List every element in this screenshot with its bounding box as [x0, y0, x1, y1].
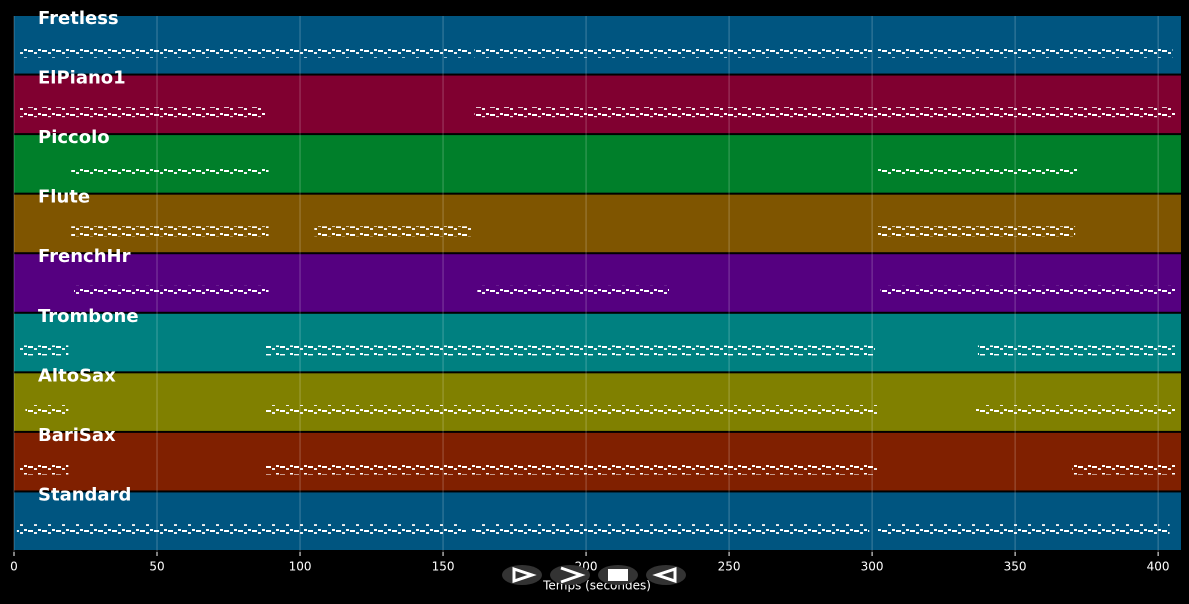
note-span: [265, 404, 878, 415]
lane: [14, 194, 1181, 253]
note-span: [71, 166, 269, 177]
note-span: [474, 47, 873, 58]
lane-label: Flute: [38, 187, 90, 208]
lane-label: Standard: [38, 484, 131, 505]
lane: [14, 254, 1181, 312]
x-tick-label: 150: [432, 560, 455, 574]
x-tick-label: 400: [1147, 560, 1170, 574]
note-span: [977, 345, 1176, 356]
note-span: [877, 524, 1170, 535]
forward-button[interactable]: [550, 565, 590, 585]
lane: [14, 135, 1181, 193]
lane: [14, 75, 1181, 134]
lane: [14, 432, 1181, 491]
note-span: [477, 285, 670, 296]
note-span: [877, 166, 1079, 177]
note-span: [314, 226, 472, 237]
note-span: [1072, 464, 1176, 475]
lane-label: Fretless: [38, 8, 119, 29]
note-span: [474, 107, 1176, 118]
rewind-button[interactable]: [646, 565, 686, 585]
lane-label: Piccolo: [38, 127, 110, 148]
stop-button[interactable]: [598, 565, 638, 585]
lane: [14, 16, 1181, 74]
play-button[interactable]: [502, 565, 542, 585]
x-tick-label: 300: [861, 560, 884, 574]
note-span: [19, 107, 266, 118]
x-tick-label: 0: [10, 560, 18, 574]
note-span: [975, 404, 1176, 415]
note-span: [19, 345, 69, 356]
lane-label: AltoSax: [38, 365, 116, 386]
lane-label: Trombone: [38, 306, 139, 327]
lane: [14, 373, 1181, 431]
lane: [14, 313, 1181, 372]
note-span: [71, 226, 269, 237]
lane-label: BariSax: [38, 425, 116, 446]
note-span: [25, 404, 69, 415]
x-tick-label: 100: [289, 560, 312, 574]
x-tick-label: 350: [1004, 560, 1027, 574]
x-tick-label: 250: [718, 560, 741, 574]
note-span: [19, 47, 472, 58]
note-span: [265, 345, 875, 356]
note-span: [877, 47, 1173, 58]
x-tick-label: 50: [149, 560, 164, 574]
lane-label: ElPiano1: [38, 68, 126, 89]
note-span: [877, 226, 1076, 237]
playback-controls: [502, 565, 686, 585]
note-span: [16, 524, 466, 535]
lane: [14, 492, 1181, 550]
lane-label: FrenchHr: [38, 246, 131, 267]
note-span: [880, 285, 1176, 296]
note-span: [471, 524, 870, 535]
note-span: [74, 285, 269, 296]
note-span: [265, 464, 878, 475]
note-span: [19, 464, 69, 475]
